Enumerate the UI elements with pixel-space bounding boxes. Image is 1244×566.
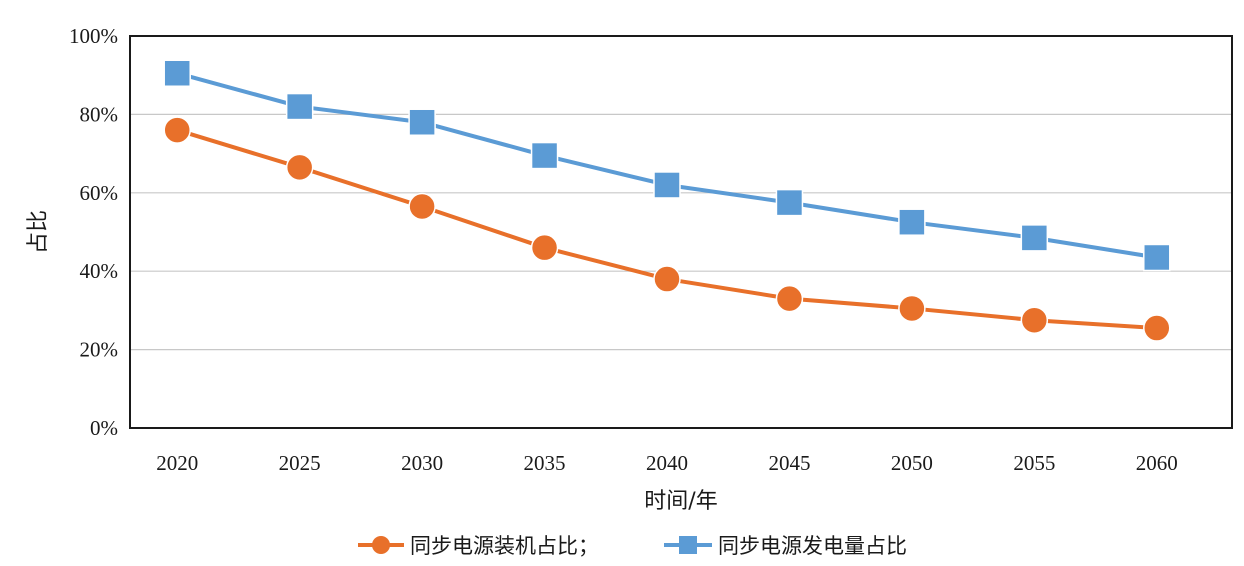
- data-point: [1143, 314, 1171, 342]
- x-tick-label: 2030: [401, 451, 443, 475]
- legend: 同步电源装机占比； 同步电源发电量占比: [358, 534, 907, 558]
- x-tick-label: 2050: [891, 451, 933, 475]
- data-point: [1020, 306, 1049, 334]
- y-tick-label: 40%: [80, 259, 119, 283]
- y-axis-ticks: 0% 20% 40% 60% 80% 100%: [69, 24, 118, 440]
- data-point: [1143, 243, 1171, 272]
- data-point: [1020, 224, 1049, 252]
- data-point: [775, 188, 804, 217]
- data-point: [163, 116, 191, 144]
- legend-label-generation: 同步电源发电量占比: [718, 534, 907, 558]
- x-tick-label: 2060: [1136, 451, 1178, 475]
- x-tick-label: 2040: [646, 451, 688, 475]
- x-tick-label: 2025: [279, 451, 321, 475]
- data-point: [408, 108, 436, 136]
- y-tick-label: 100%: [69, 24, 118, 48]
- legend-circle-marker-icon: [372, 536, 390, 554]
- data-point: [898, 294, 926, 323]
- x-axis-title: 时间/年: [644, 489, 717, 514]
- data-point: [530, 233, 559, 262]
- x-axis-ticks: 2020 2025 2030 2035 2040 2045 2050 2055 2060: [156, 451, 1178, 475]
- y-tick-label: 80%: [80, 102, 119, 126]
- y-tick-label: 20%: [80, 338, 119, 362]
- data-point: [530, 141, 559, 170]
- legend-item-installed: 同步电源装机占比；: [358, 534, 599, 558]
- data-point: [285, 92, 314, 121]
- data-point: [163, 59, 191, 87]
- series-line-0: [176, 128, 1157, 331]
- x-tick-label: 2045: [768, 451, 810, 475]
- data-point: [285, 153, 314, 182]
- gridlines: [130, 113, 1232, 351]
- y-tick-label: 0%: [90, 416, 118, 440]
- x-tick-label: 2055: [1013, 451, 1055, 475]
- data-point: [408, 192, 436, 221]
- y-axis-title: 占比: [26, 210, 51, 254]
- series-line-1: [176, 71, 1158, 260]
- data-point: [653, 265, 681, 293]
- data-point: [898, 208, 926, 236]
- legend-label-installed: 同步电源装机占比；: [410, 534, 599, 558]
- data-point: [775, 284, 804, 313]
- x-tick-label: 2035: [524, 451, 566, 475]
- series-group: [163, 59, 1171, 342]
- data-point: [653, 171, 681, 199]
- plot-area-border: [129, 35, 1233, 429]
- legend-item-generation: 同步电源发电量占比: [664, 534, 907, 558]
- x-tick-label: 2020: [156, 451, 198, 475]
- y-tick-label: 60%: [80, 181, 119, 205]
- legend-square-marker-icon: [679, 536, 697, 554]
